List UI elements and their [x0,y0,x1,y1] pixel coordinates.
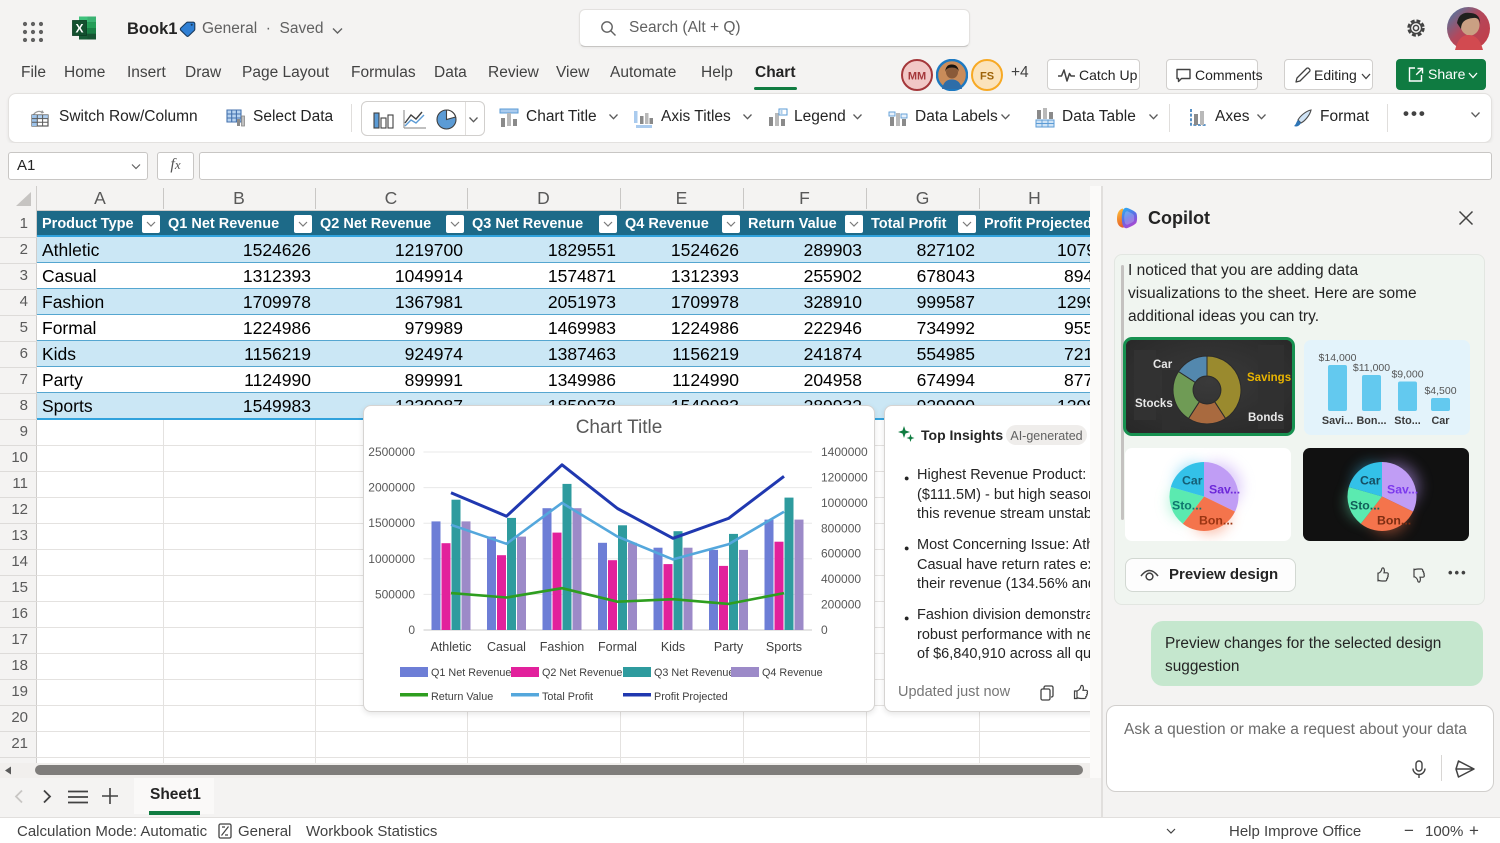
svg-text:Sav...: Sav... [1209,483,1240,497]
svg-text:Casual: Casual [487,640,526,654]
svg-text:2500000: 2500000 [368,445,415,459]
svg-text:Q2 Net Revenue: Q2 Net Revenue [542,667,622,679]
svg-text:2000000: 2000000 [368,481,415,495]
svg-text:200000: 200000 [821,598,861,612]
svg-text:Fashion: Fashion [540,640,585,654]
svg-text:Bon...: Bon... [1199,514,1233,528]
svg-text:Savi...: Savi... [1322,415,1353,427]
svg-text:Sto...: Sto... [1394,415,1420,427]
svg-text:FS: FS [980,71,994,83]
svg-text:Athletic: Athletic [431,640,472,654]
svg-text:X: X [75,22,83,36]
svg-text:Sto...: Sto... [1350,499,1380,513]
svg-text:1400000: 1400000 [821,445,868,459]
svg-text:$14,000: $14,000 [1319,352,1357,364]
svg-text:0: 0 [408,623,415,637]
svg-text:Bon...: Bon... [1377,514,1411,528]
svg-text:Stocks: Stocks [1135,398,1173,410]
svg-text:600000: 600000 [821,547,861,561]
svg-text:0: 0 [821,623,828,637]
svg-text:Party: Party [714,640,744,654]
svg-text:500000: 500000 [375,587,415,601]
svg-text:Car: Car [1360,474,1381,488]
svg-text:$9,000: $9,000 [1391,369,1423,381]
svg-text:Car: Car [1153,359,1173,371]
svg-text:Sports: Sports [766,640,802,654]
svg-text:Bonds: Bonds [1248,412,1284,424]
svg-text:Total Profit: Total Profit [542,691,593,703]
svg-text:1500000: 1500000 [368,516,415,530]
svg-text:1000000: 1000000 [821,496,868,510]
svg-text:Savings: Savings [1247,372,1291,384]
svg-text:Sav...: Sav... [1387,483,1418,497]
svg-text:1200000: 1200000 [821,470,868,484]
svg-text:Sto...: Sto... [1172,499,1202,513]
svg-text:Formal: Formal [598,640,637,654]
svg-text:$4,500: $4,500 [1424,385,1456,397]
svg-text:Car: Car [1431,415,1450,427]
svg-text:Q3 Net Revenue: Q3 Net Revenue [654,667,734,679]
svg-text:Q4 Revenue: Q4 Revenue [762,667,823,679]
svg-text:800000: 800000 [821,521,861,535]
svg-text:Return Value: Return Value [431,691,493,703]
svg-text:MM: MM [908,71,926,83]
svg-text:1000000: 1000000 [368,552,415,566]
svg-text:Profit Projected: Profit Projected [654,691,728,703]
svg-text:Car: Car [1182,474,1203,488]
svg-text:Kids: Kids [661,640,685,654]
svg-text:Chart Title: Chart Title [576,417,663,438]
svg-text:$11,000: $11,000 [1353,362,1390,374]
svg-text:400000: 400000 [821,572,861,586]
svg-text:Q1 Net Revenue: Q1 Net Revenue [431,667,511,679]
svg-text:Bon...: Bon... [1357,415,1387,427]
